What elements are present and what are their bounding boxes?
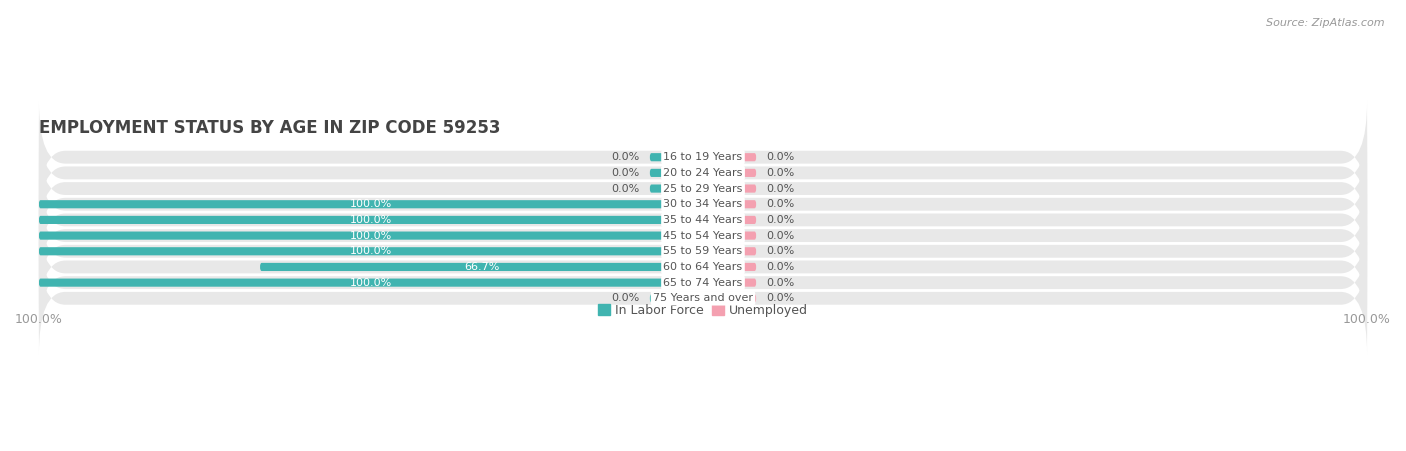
Text: 16 to 19 Years: 16 to 19 Years [664,152,742,162]
FancyBboxPatch shape [39,211,1367,323]
Text: Source: ZipAtlas.com: Source: ZipAtlas.com [1267,18,1385,28]
Text: 100.0%: 100.0% [350,246,392,256]
FancyBboxPatch shape [703,247,756,255]
FancyBboxPatch shape [39,200,703,208]
FancyBboxPatch shape [703,279,756,287]
Text: 45 to 54 Years: 45 to 54 Years [664,230,742,240]
FancyBboxPatch shape [39,101,1367,213]
Text: 55 to 59 Years: 55 to 59 Years [664,246,742,256]
FancyBboxPatch shape [39,231,703,239]
Text: 25 to 29 Years: 25 to 29 Years [664,184,742,193]
Text: 0.0%: 0.0% [766,184,794,193]
FancyBboxPatch shape [650,153,703,161]
FancyBboxPatch shape [650,184,703,193]
FancyBboxPatch shape [39,216,703,224]
Text: 0.0%: 0.0% [612,168,640,178]
FancyBboxPatch shape [703,153,756,161]
FancyBboxPatch shape [39,279,703,287]
Text: 100.0%: 100.0% [350,230,392,240]
FancyBboxPatch shape [39,247,703,255]
FancyBboxPatch shape [39,179,1367,292]
Text: 0.0%: 0.0% [766,293,794,304]
Text: EMPLOYMENT STATUS BY AGE IN ZIP CODE 59253: EMPLOYMENT STATUS BY AGE IN ZIP CODE 592… [39,119,501,137]
FancyBboxPatch shape [650,169,703,177]
Text: 0.0%: 0.0% [612,152,640,162]
Text: 65 to 74 Years: 65 to 74 Years [664,278,742,288]
Text: 0.0%: 0.0% [766,230,794,240]
Text: 35 to 44 Years: 35 to 44 Years [664,215,742,225]
Text: 30 to 34 Years: 30 to 34 Years [664,199,742,209]
FancyBboxPatch shape [39,148,1367,261]
Text: 0.0%: 0.0% [766,215,794,225]
Text: 0.0%: 0.0% [766,278,794,288]
Text: 100.0%: 100.0% [350,278,392,288]
Text: 100.0%: 100.0% [350,215,392,225]
Text: 75 Years and over: 75 Years and over [652,293,754,304]
Legend: In Labor Force, Unemployed: In Labor Force, Unemployed [593,299,813,322]
Text: 60 to 64 Years: 60 to 64 Years [664,262,742,272]
Text: 0.0%: 0.0% [612,184,640,193]
FancyBboxPatch shape [703,294,756,302]
FancyBboxPatch shape [39,242,1367,354]
Text: 0.0%: 0.0% [766,152,794,162]
Text: 0.0%: 0.0% [766,199,794,209]
FancyBboxPatch shape [39,195,1367,308]
FancyBboxPatch shape [39,132,1367,245]
Text: 0.0%: 0.0% [766,168,794,178]
FancyBboxPatch shape [650,294,703,302]
FancyBboxPatch shape [703,263,756,271]
Text: 66.7%: 66.7% [464,262,499,272]
FancyBboxPatch shape [39,117,1367,229]
FancyBboxPatch shape [703,169,756,177]
Text: 0.0%: 0.0% [766,262,794,272]
FancyBboxPatch shape [703,200,756,208]
Text: 20 to 24 Years: 20 to 24 Years [664,168,742,178]
FancyBboxPatch shape [703,216,756,224]
Text: 0.0%: 0.0% [612,293,640,304]
FancyBboxPatch shape [703,184,756,193]
FancyBboxPatch shape [703,231,756,239]
Text: 0.0%: 0.0% [766,246,794,256]
FancyBboxPatch shape [39,164,1367,276]
FancyBboxPatch shape [39,226,1367,339]
FancyBboxPatch shape [260,263,703,271]
Text: 100.0%: 100.0% [350,199,392,209]
